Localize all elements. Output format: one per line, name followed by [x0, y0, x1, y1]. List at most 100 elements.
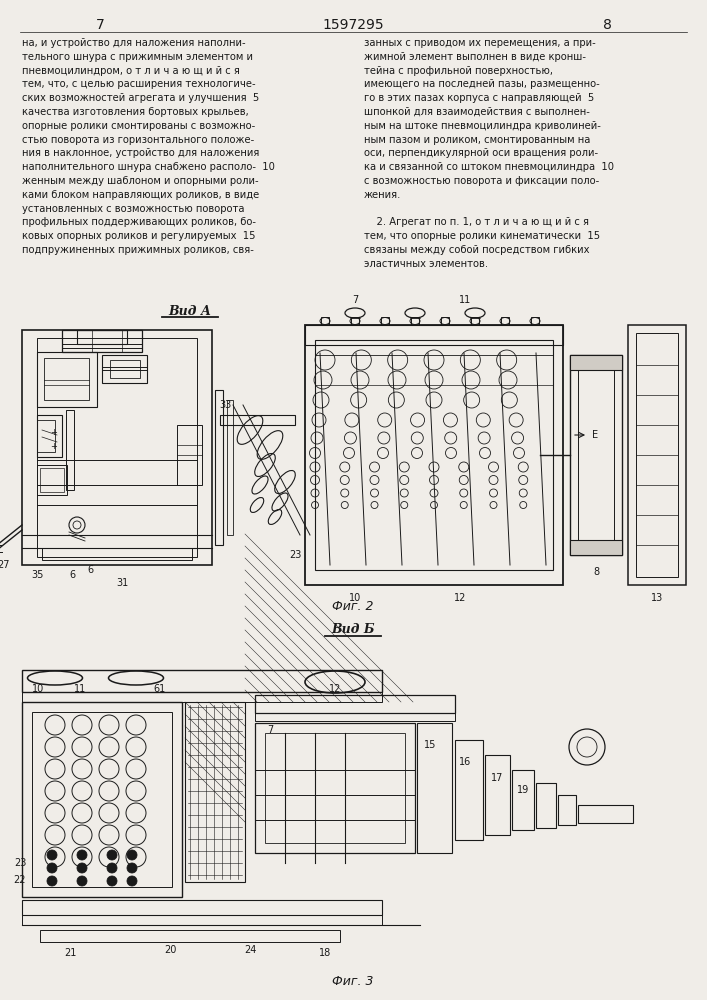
Text: 6: 6 [69, 570, 75, 580]
Bar [255, 723, 415, 853]
Bar [570, 540, 622, 555]
Bar [227, 400, 233, 535]
Bar [501, 317, 509, 325]
Text: 1597295: 1597295 [322, 18, 384, 32]
Bar [305, 325, 563, 345]
Bar [22, 702, 182, 897]
Bar [177, 425, 202, 485]
Text: тельного шнура с прижимным элементом и: тельного шнура с прижимным элементом и [22, 52, 253, 62]
Bar [570, 355, 622, 370]
Bar [381, 317, 389, 325]
Bar [42, 548, 192, 560]
Text: тем, что опорные ролики кинематически  15: тем, что опорные ролики кинематически 15 [364, 231, 600, 241]
Text: 7: 7 [352, 295, 358, 305]
Text: оси, перпендикулярной оси вращения роли-: оси, перпендикулярной оси вращения роли- [364, 148, 598, 158]
Text: 16: 16 [459, 757, 471, 767]
Text: женным между шаблоном и опорными роли-: женным между шаблоном и опорными роли- [22, 176, 259, 186]
Text: установленных с возможностью поворота: установленных с возможностью поворота [22, 204, 245, 214]
Text: 10: 10 [349, 593, 361, 603]
Text: ских возможностей агрегата и улучшения  5: ских возможностей агрегата и улучшения 5 [22, 93, 259, 103]
Bar [22, 900, 382, 915]
Text: 23: 23 [14, 858, 26, 868]
Text: имеющего на последней пазы, размещенно-: имеющего на последней пазы, размещенно- [364, 79, 600, 89]
Bar [37, 352, 97, 407]
Bar [636, 333, 678, 577]
Bar [37, 415, 62, 457]
Circle shape [107, 850, 117, 860]
Text: ным на штоке пневмоцилиндра криволиней-: ным на штоке пневмоцилиндра криволиней- [364, 121, 601, 131]
Bar [471, 317, 479, 325]
Text: 27: 27 [0, 560, 10, 570]
Text: 2. Агрегат по п. 1, о т л и ч а ю щ и й с я: 2. Агрегат по п. 1, о т л и ч а ю щ и й … [364, 217, 589, 227]
Text: подпружиненных прижимных роликов, свя-: подпружиненных прижимных роликов, свя- [22, 245, 254, 255]
Circle shape [77, 863, 87, 873]
Bar [265, 733, 405, 843]
Text: ка и связанной со штоком пневмоцилиндра  10: ка и связанной со штоком пневмоцилиндра … [364, 162, 614, 172]
Bar [110, 360, 140, 378]
Text: го в этих пазах корпуса с направляющей  5: го в этих пазах корпуса с направляющей 5 [364, 93, 595, 103]
Text: профильных поддерживающих роликов, бо-: профильных поддерживающих роликов, бо- [22, 217, 256, 227]
Text: 19: 19 [517, 785, 529, 795]
Text: ным пазом и роликом, смонтированным на: ным пазом и роликом, смонтированным на [364, 135, 590, 145]
Text: Вид Б: Вид Б [332, 623, 375, 636]
Text: Фиг. 2: Фиг. 2 [332, 600, 374, 613]
Text: на, и устройство для наложения наполни-: на, и устройство для наложения наполни- [22, 38, 245, 48]
Text: 22: 22 [13, 875, 26, 885]
Bar [531, 317, 539, 325]
Circle shape [127, 850, 137, 860]
Bar [77, 330, 127, 344]
Text: жения.: жения. [364, 190, 402, 200]
Text: пневмоцилиндром, о т л и ч а ю щ и й с я: пневмоцилиндром, о т л и ч а ю щ и й с я [22, 66, 240, 76]
Text: ковых опорных роликов и регулируемых  15: ковых опорных роликов и регулируемых 15 [22, 231, 255, 241]
Text: Вид А: Вид А [168, 305, 211, 318]
Text: 35: 35 [31, 570, 43, 580]
Bar [485, 755, 510, 835]
Text: 23: 23 [289, 550, 301, 560]
Text: +: + [50, 442, 57, 451]
Text: 20: 20 [164, 945, 176, 955]
Text: занных с приводом их перемещения, а при-: занных с приводом их перемещения, а при- [364, 38, 596, 48]
Circle shape [107, 876, 117, 886]
Text: Фиг. 3: Фиг. 3 [332, 975, 374, 988]
Text: 12: 12 [329, 684, 341, 694]
Bar [22, 915, 382, 925]
Bar [40, 468, 64, 492]
Bar [455, 740, 483, 840]
Bar [66, 410, 74, 490]
Text: 31: 31 [116, 578, 128, 588]
Bar [37, 338, 197, 557]
Circle shape [47, 876, 57, 886]
Circle shape [77, 850, 87, 860]
Text: стью поворота из горизонтального положе-: стью поворота из горизонтального положе- [22, 135, 255, 145]
Text: качества изготовления бортовых крыльев,: качества изготовления бортовых крыльев, [22, 107, 249, 117]
Text: 8: 8 [593, 567, 599, 577]
Bar [37, 465, 67, 495]
Bar [411, 317, 419, 325]
Text: 33: 33 [219, 400, 231, 410]
Circle shape [127, 863, 137, 873]
Bar [305, 325, 563, 585]
Circle shape [107, 863, 117, 873]
Text: ками блоком направляющих роликов, в виде: ками блоком направляющих роликов, в виде [22, 190, 259, 200]
Circle shape [47, 863, 57, 873]
Text: связаны между собой посредством гибких: связаны между собой посредством гибких [364, 245, 590, 255]
Circle shape [127, 876, 137, 886]
Text: шпонкой для взаимодействия с выполнен-: шпонкой для взаимодействия с выполнен- [364, 107, 590, 117]
Bar [628, 325, 686, 585]
Text: эластичных элементов.: эластичных элементов. [364, 259, 488, 269]
Text: 15: 15 [423, 740, 436, 750]
Text: ния в наклонное, устройство для наложения: ния в наклонное, устройство для наложени… [22, 148, 259, 158]
Text: 18: 18 [319, 948, 331, 958]
Bar [102, 355, 147, 383]
Text: 11: 11 [74, 684, 86, 694]
Text: 7: 7 [95, 18, 105, 32]
Circle shape [77, 876, 87, 886]
Text: наполнительного шнура снабжено располо-  10: наполнительного шнура снабжено располо- … [22, 162, 275, 172]
Bar [40, 930, 340, 942]
Bar [22, 692, 382, 702]
Bar [578, 805, 633, 823]
Bar [315, 340, 553, 570]
Bar [220, 415, 295, 425]
Text: 24: 24 [244, 945, 256, 955]
Bar [32, 712, 172, 887]
